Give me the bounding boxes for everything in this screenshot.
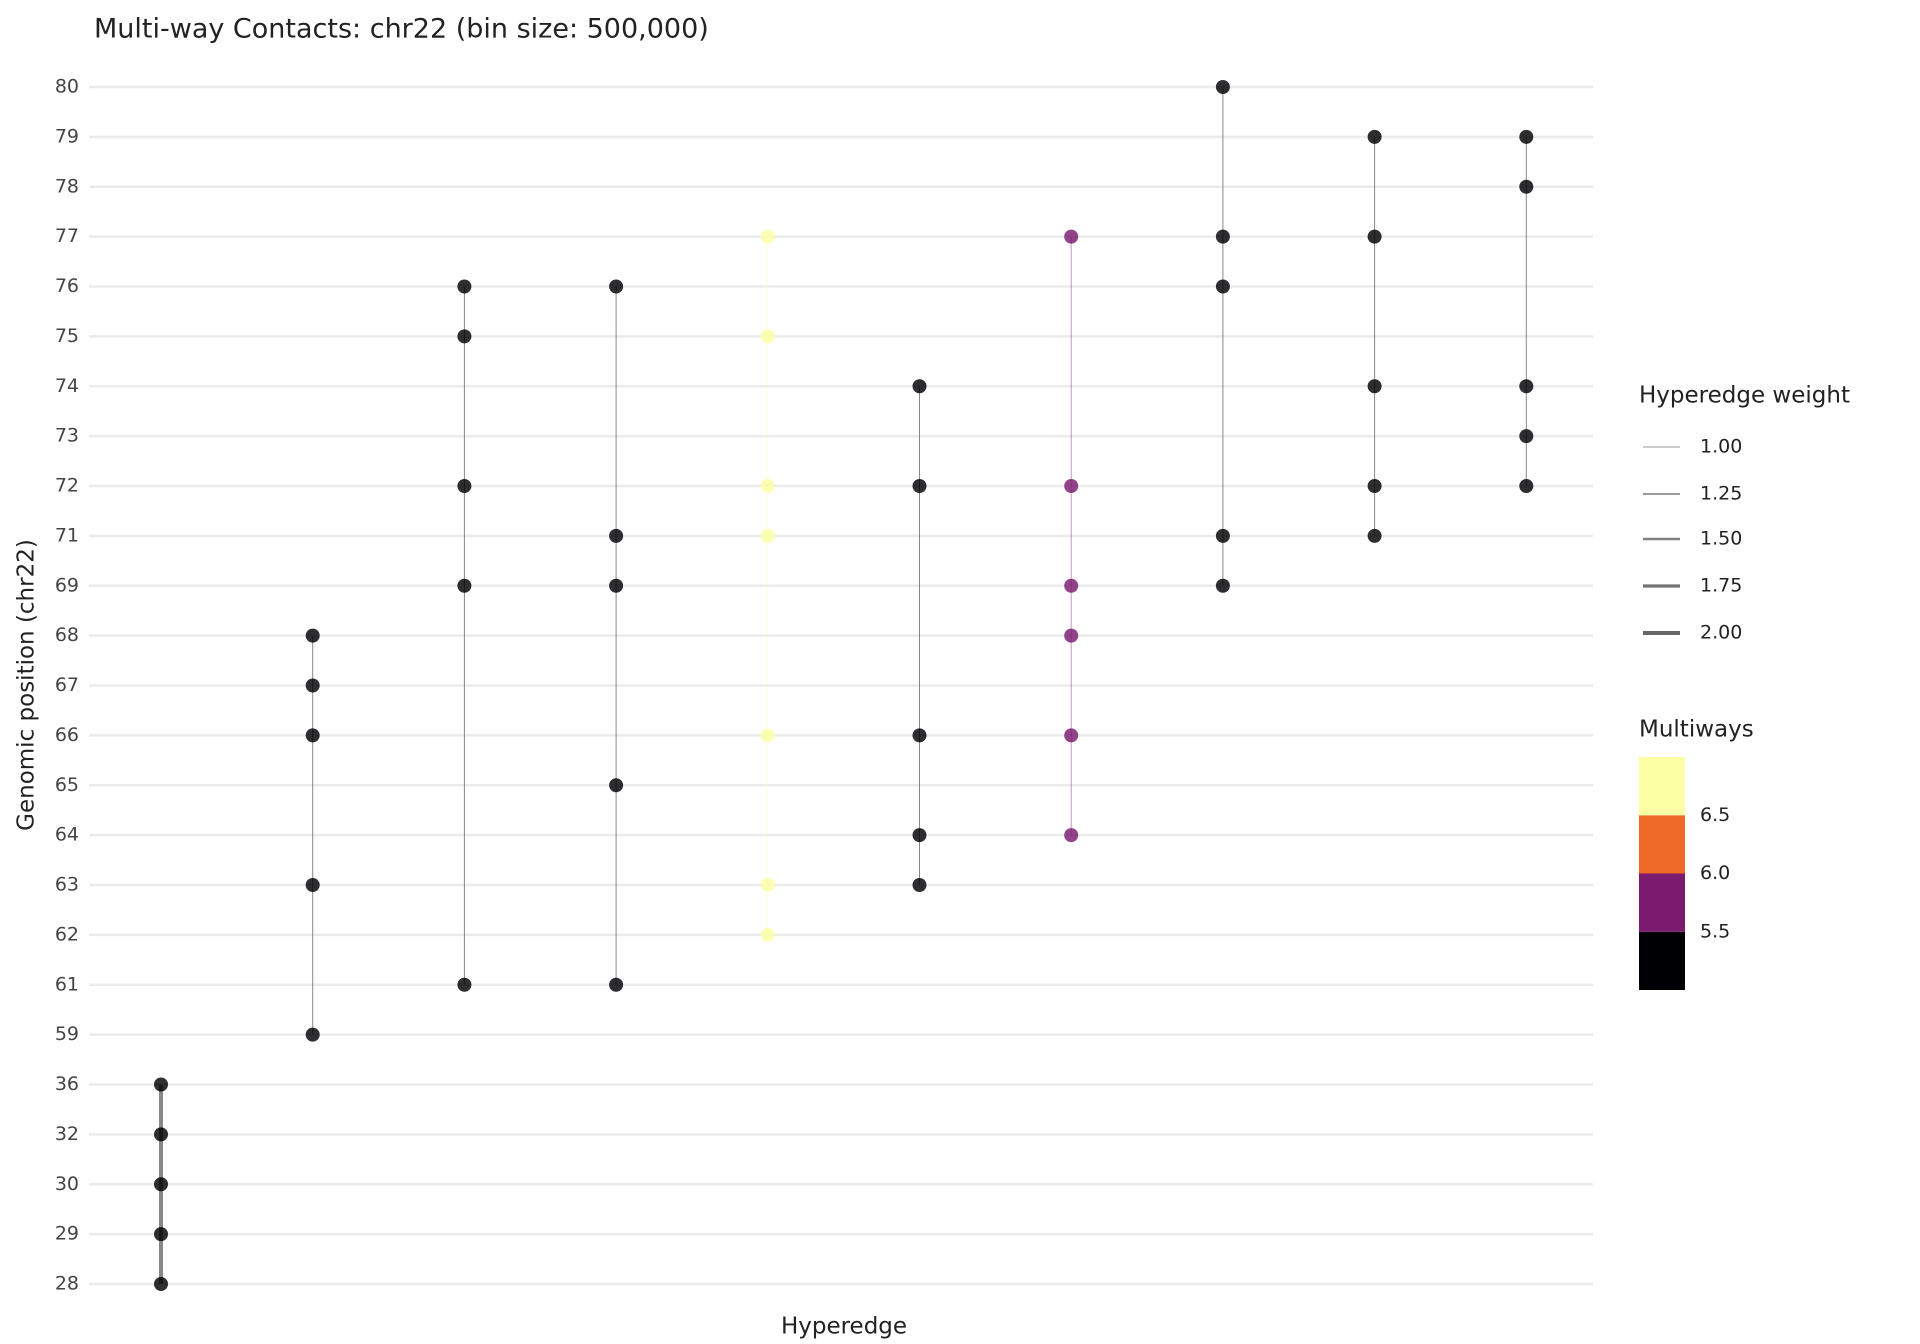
- contact-point: [1519, 129, 1534, 144]
- y-tick-label: 67: [55, 674, 79, 696]
- contact-point: [1367, 528, 1382, 543]
- contact-point: [154, 1127, 168, 1142]
- contact-point: [1215, 279, 1230, 294]
- contact-point: [912, 728, 927, 743]
- y-tick-label: 61: [55, 973, 79, 995]
- contact-point: [760, 229, 775, 244]
- contact-point: [760, 728, 775, 743]
- y-tick-label: 76: [55, 275, 79, 297]
- contact-point: [609, 528, 624, 543]
- y-tick-label: 30: [55, 1173, 79, 1195]
- y-tick-label: 74: [55, 375, 79, 397]
- contact-point: [609, 778, 624, 793]
- contact-point: [1519, 479, 1534, 493]
- contact-point: [1215, 528, 1230, 543]
- legend-label: 1.25: [1700, 483, 1742, 505]
- contact-point: [457, 279, 472, 294]
- contact-point: [1064, 578, 1079, 593]
- y-tick-label: 75: [55, 325, 79, 347]
- y-tick-label: 73: [55, 425, 79, 447]
- colorbar-segment: [1639, 931, 1685, 990]
- legend-title: Hyperedge weight: [1639, 383, 1850, 409]
- contact-point: [305, 728, 320, 743]
- y-tick-label: 71: [55, 524, 79, 546]
- contact-point: [1367, 379, 1382, 394]
- contact-point: [1519, 379, 1534, 394]
- contact-point: [609, 578, 624, 593]
- contact-point: [1367, 479, 1382, 493]
- colorbar-segment: [1639, 757, 1685, 816]
- contact-point: [760, 528, 775, 543]
- contact-point: [457, 977, 472, 992]
- contact-point: [1367, 129, 1382, 144]
- y-tick-label: 65: [55, 774, 79, 796]
- contact-point: [760, 329, 775, 344]
- contact-point: [1215, 578, 1230, 593]
- y-tick-label: 72: [55, 475, 79, 497]
- y-tick-label: 77: [55, 225, 79, 247]
- contact-point: [457, 329, 472, 344]
- y-tick-label: 36: [55, 1073, 79, 1095]
- y-tick-label: 64: [55, 824, 79, 846]
- chart-title: Multi-way Contacts: chr22 (bin size: 500…: [94, 14, 709, 45]
- contact-point: [457, 578, 472, 593]
- contact-point: [609, 279, 624, 294]
- y-tick-label: 29: [55, 1223, 79, 1245]
- contact-point: [305, 878, 320, 892]
- contact-point: [1367, 229, 1382, 244]
- legend-label: 2.00: [1700, 622, 1742, 644]
- contact-point: [154, 1227, 168, 1242]
- contact-point: [1215, 80, 1230, 94]
- contact-point: [1064, 479, 1079, 493]
- y-tick-label: 66: [55, 724, 79, 746]
- contact-point: [1519, 429, 1534, 444]
- legend-title: Multiways: [1639, 717, 1754, 743]
- y-tick-label: 79: [55, 125, 79, 147]
- legend-label: 1.00: [1700, 436, 1742, 458]
- contact-point: [912, 479, 927, 493]
- y-tick-label: 62: [55, 923, 79, 945]
- y-tick-label: 28: [55, 1273, 79, 1295]
- legend-label: 6.5: [1700, 804, 1730, 826]
- contact-point: [1215, 229, 1230, 244]
- y-tick-label: 78: [55, 175, 79, 197]
- contact-point: [1064, 828, 1079, 843]
- x-axis-title: Hyperedge: [781, 1314, 907, 1340]
- legend-label: 1.75: [1700, 575, 1742, 597]
- contact-point: [305, 1027, 320, 1042]
- contact-point: [1064, 728, 1079, 743]
- contact-point: [912, 878, 927, 892]
- contact-point: [760, 479, 775, 493]
- contact-point: [912, 379, 927, 394]
- contact-point: [457, 479, 472, 493]
- contact-point: [154, 1177, 168, 1192]
- contact-point: [912, 828, 927, 843]
- colorbar-segment: [1639, 815, 1685, 874]
- y-tick-label: 32: [55, 1123, 79, 1145]
- contact-point: [305, 678, 320, 693]
- contact-point: [1064, 229, 1079, 244]
- y-axis-title: Genomic position (chr22): [14, 539, 40, 831]
- contact-point: [760, 927, 775, 942]
- y-tick-label: 68: [55, 624, 79, 646]
- legend-label: 1.50: [1700, 528, 1742, 550]
- legend-label: 5.5: [1700, 920, 1730, 942]
- contact-point: [760, 878, 775, 892]
- contact-point: [305, 628, 320, 643]
- colorbar-segment: [1639, 873, 1685, 932]
- y-tick-label: 80: [55, 76, 79, 98]
- contact-point: [154, 1077, 168, 1092]
- contact-point: [1064, 628, 1079, 643]
- contact-point: [154, 1277, 168, 1291]
- legend-label: 6.0: [1700, 862, 1730, 884]
- y-tick-label: 69: [55, 574, 79, 596]
- contact-point: [1519, 179, 1534, 194]
- y-tick-label: 63: [55, 874, 79, 896]
- y-tick-label: 59: [55, 1023, 79, 1045]
- contact-point: [609, 977, 624, 992]
